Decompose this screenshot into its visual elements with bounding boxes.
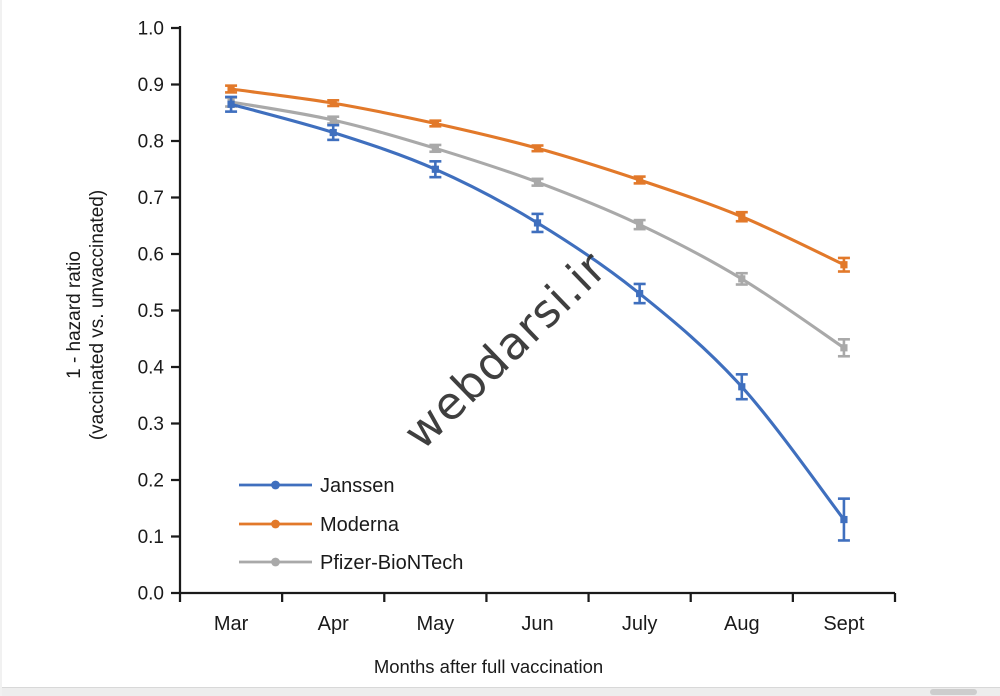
data-point-marker — [431, 119, 439, 128]
y-axis-title-line2: (vaccinated vs. unvaccinated) — [87, 190, 108, 440]
legend-label: Pfizer-BioNTech — [320, 552, 463, 574]
legend-marker — [271, 519, 280, 529]
y-tick-label: 0.0 — [138, 584, 164, 605]
legend-label: Moderna — [320, 514, 400, 536]
horizontal-scrollbar[interactable] — [2, 687, 1000, 696]
y-tick-label: 0.8 — [138, 132, 164, 153]
series-line — [229, 87, 846, 267]
y-tick-label: 0.9 — [138, 75, 164, 96]
y-tick-label: 0.4 — [138, 358, 165, 379]
y-tick-label: 1.0 — [138, 19, 164, 40]
data-point-marker — [840, 515, 848, 524]
data-point-marker — [636, 176, 644, 184]
data-point-marker — [533, 144, 542, 152]
y-axis-ticks: 0.0 0.1 0.2 0.3 0.4 0.5 0.6 0.7 0.8 0.9 1.0 — [138, 19, 180, 605]
data-point-marker — [329, 99, 337, 107]
legend-item-pfizer-biontech: Pfizer-BioNTech — [239, 552, 463, 574]
data-point-marker — [329, 116, 337, 124]
x-tick-label: Aug — [724, 613, 760, 635]
x-tick-label: Apr — [318, 613, 349, 635]
data-point-marker — [533, 219, 542, 227]
data-point-marker — [431, 144, 439, 152]
legend: Janssen Moderna Pfizer-BioNTech — [239, 475, 463, 574]
scrollbar-thumb[interactable] — [930, 689, 977, 695]
x-tick-label: Sept — [823, 613, 865, 635]
series-moderna — [225, 84, 850, 273]
data-point-marker — [227, 100, 235, 108]
y-tick-label: 0.1 — [138, 527, 164, 548]
x-tick-label: Jun — [521, 613, 553, 635]
data-point-marker — [636, 221, 644, 229]
data-point-marker — [329, 128, 337, 137]
data-point-marker — [738, 213, 746, 221]
legend-item-janssen: Janssen — [239, 475, 395, 497]
data-point-marker — [636, 289, 644, 298]
x-tick-label: May — [416, 613, 454, 635]
legend-label: Janssen — [320, 475, 395, 497]
y-tick-label: 0.2 — [138, 471, 164, 492]
y-tick-label: 0.3 — [138, 414, 164, 435]
data-point-marker — [840, 344, 848, 352]
x-axis-title: Months after full vaccination — [374, 656, 603, 677]
data-point-marker — [431, 165, 439, 173]
series-line — [229, 102, 846, 522]
data-point-marker — [533, 178, 542, 186]
series-janssen — [225, 95, 850, 542]
y-tick-label: 0.6 — [138, 245, 164, 266]
x-axis-ticks: Mar Apr May Jun July Aug Sept — [178, 593, 897, 635]
y-axis-title-line1: 1 - hazard ratio — [64, 251, 85, 379]
y-tick-label: 0.7 — [138, 188, 164, 209]
data-point-marker — [738, 275, 746, 283]
y-tick-label: 0.5 — [138, 301, 164, 322]
legend-marker — [271, 480, 280, 490]
data-point-marker — [738, 383, 746, 391]
data-point-marker — [227, 85, 235, 93]
x-tick-label: July — [622, 613, 658, 635]
legend-item-moderna: Moderna — [239, 514, 400, 536]
data-point-marker — [840, 261, 848, 269]
legend-marker — [271, 557, 280, 567]
x-tick-label: Mar — [214, 613, 249, 635]
